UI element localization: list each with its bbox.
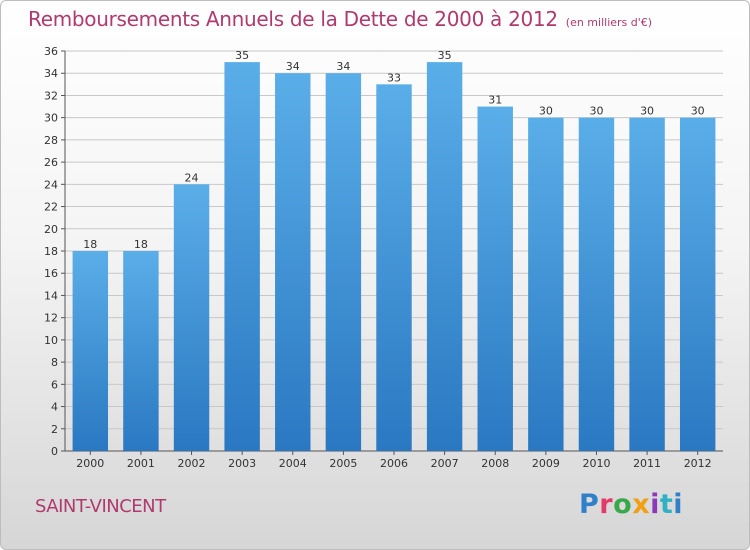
data-label: 24: [185, 171, 199, 184]
chart-title-text: Remboursements Annuels de la Dette de 20…: [28, 7, 558, 31]
x-tick-label: 2008: [481, 457, 509, 470]
bar-2009: [528, 117, 564, 452]
logo-letter: t: [659, 489, 674, 520]
y-tick-label: 30: [44, 112, 58, 125]
x-tick-label: 2003: [228, 457, 256, 470]
chart-title: Remboursements Annuels de la Dette de 20…: [28, 7, 652, 31]
data-label: 34: [286, 60, 300, 73]
y-tick-label: 24: [44, 178, 58, 191]
logo-letter: i: [650, 489, 660, 520]
y-tick-label: 0: [51, 445, 58, 458]
x-tick-label: 2005: [329, 457, 357, 470]
y-tick-label: 6: [51, 378, 58, 391]
logo-letter: x: [632, 489, 651, 520]
data-label: 33: [387, 71, 401, 84]
bar-2002: [173, 184, 210, 452]
logo-letter: i: [673, 489, 684, 520]
labels: 0246810121416182022242628303234361820001…: [44, 45, 712, 470]
bar-2008: [477, 106, 513, 452]
bar-2004: [275, 73, 311, 451]
x-tick-label: 2009: [532, 457, 560, 470]
y-tick-label: 26: [44, 156, 58, 169]
data-label: 18: [134, 238, 148, 251]
data-label: 34: [336, 60, 350, 73]
x-tick-label: 2011: [633, 457, 661, 470]
x-tick-label: 2010: [582, 457, 610, 470]
x-tick-label: 2007: [431, 457, 459, 470]
y-tick-label: 22: [44, 201, 58, 214]
proxiti-logo[interactable]: Proxiti: [579, 489, 683, 520]
y-tick-label: 20: [44, 223, 58, 236]
y-tick-label: 16: [44, 267, 58, 280]
bar-2003: [224, 62, 260, 451]
y-tick-label: 12: [44, 312, 58, 325]
bar-2007: [426, 62, 463, 451]
x-tick-label: 2002: [178, 457, 206, 470]
y-tick-label: 34: [44, 67, 58, 80]
logo-letter: r: [599, 489, 614, 520]
bar-2006: [376, 84, 412, 451]
x-tick-label: 2000: [76, 457, 104, 470]
bar-2005: [325, 73, 362, 451]
y-tick-label: 18: [44, 245, 58, 258]
y-tick-label: 2: [51, 423, 58, 436]
data-label: 35: [438, 49, 452, 62]
bars: [72, 62, 716, 452]
logo-letter: o: [613, 489, 633, 520]
x-tick-label: 2012: [684, 457, 712, 470]
bar-2011: [629, 117, 665, 452]
bar-2012: [679, 117, 716, 452]
x-tick-label: 2001: [127, 457, 155, 470]
data-label: 18: [83, 238, 97, 251]
y-tick-label: 28: [44, 134, 58, 147]
data-label: 30: [589, 105, 603, 118]
bar-2001: [123, 251, 159, 451]
y-tick-label: 36: [44, 45, 58, 58]
x-tick-label: 2004: [279, 457, 307, 470]
data-label: 30: [640, 105, 654, 118]
chart-unit-label: (en milliers d'€): [565, 16, 653, 29]
logo-letter: P: [579, 489, 600, 520]
y-tick-label: 4: [51, 401, 58, 414]
data-label: 31: [488, 94, 502, 107]
data-label: 35: [235, 49, 249, 62]
y-tick-label: 32: [44, 89, 58, 102]
bar-2000: [72, 251, 109, 451]
y-tick-label: 10: [44, 334, 58, 347]
data-label: 30: [539, 105, 553, 118]
y-tick-label: 8: [51, 356, 58, 369]
x-tick-label: 2006: [380, 457, 408, 470]
bar-2010: [578, 117, 615, 452]
commune-name: SAINT-VINCENT: [35, 496, 166, 517]
y-tick-label: 14: [44, 289, 58, 302]
data-label: 30: [691, 105, 705, 118]
